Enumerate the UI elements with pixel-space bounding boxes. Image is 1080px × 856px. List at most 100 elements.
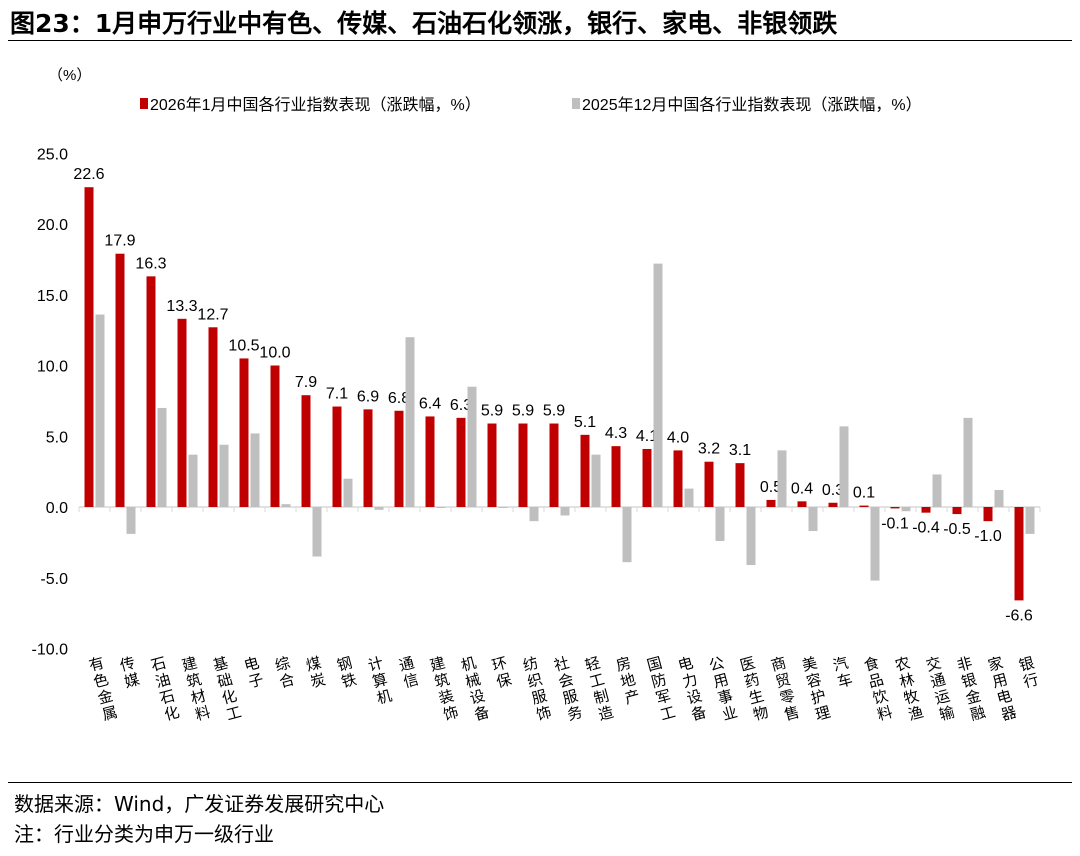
data-label: 5.9 (512, 403, 534, 420)
bar-dec-2025 (312, 507, 322, 557)
bar-jan-2026 (859, 505, 869, 507)
x-tick-label: 钢铁 (335, 655, 358, 692)
bar-dec-2025 (343, 478, 353, 507)
bar-dec-2025 (498, 507, 508, 508)
bar-dec-2025 (281, 504, 291, 507)
x-tick-label: 建筑材料 (180, 655, 212, 725)
bar-dec-2025 (1025, 507, 1035, 534)
figure-title: 图23：1月申万行业中有色、传媒、石油石化领涨，银行、家电、非银领跌 (10, 9, 838, 38)
bar-jan-2026 (921, 507, 931, 513)
bar-jan-2026 (270, 365, 280, 507)
bar-jan-2026 (673, 450, 683, 507)
data-label: 4.3 (605, 425, 627, 442)
x-tick-label: 石油石化 (149, 655, 181, 725)
footer-divider (8, 782, 1072, 783)
bar-dec-2025 (808, 507, 818, 532)
data-label: -0.5 (943, 521, 971, 538)
footnote: 注：行业分类为申万一级行业 (14, 822, 274, 846)
legend-label: 2026年1月中国各行业指数表现（涨跌幅，%） (150, 96, 481, 114)
x-tick-label: 轻工制造 (583, 655, 615, 725)
x-tick-label: 综合 (273, 655, 296, 692)
data-label: 10.5 (228, 337, 259, 354)
bar-jan-2026 (301, 395, 311, 507)
legend-label: 2025年12月中国各行业指数表现（涨跌幅，%） (582, 96, 922, 114)
bar-jan-2026 (549, 423, 559, 507)
bar-jan-2026 (394, 410, 404, 507)
data-label: 6.9 (357, 388, 379, 405)
bar-dec-2025 (436, 507, 446, 508)
bar-jan-2026 (177, 318, 187, 507)
x-tick-label: 公用事业 (707, 655, 739, 725)
bar-jan-2026 (611, 446, 621, 507)
bar-jan-2026 (487, 423, 497, 507)
bar-jan-2026 (1014, 507, 1024, 601)
bar-jan-2026 (704, 461, 714, 507)
y-tick-label: -5.0 (40, 571, 68, 588)
y-tick-label: 20.0 (37, 217, 68, 234)
bar-jan-2026 (952, 507, 962, 515)
bar-dec-2025 (715, 507, 725, 541)
bar-dec-2025 (777, 450, 787, 507)
bar-jan-2026 (208, 327, 218, 507)
x-tick-label: 通信 (397, 655, 420, 692)
bar-dec-2025 (157, 407, 167, 507)
data-label: 7.1 (326, 386, 348, 403)
data-label: 12.7 (197, 306, 228, 323)
x-tick-label: 建筑装饰 (428, 655, 460, 725)
data-label: 6.4 (419, 395, 441, 412)
bar-dec-2025 (839, 426, 849, 507)
data-label: 3.1 (729, 442, 751, 459)
bar-jan-2026 (797, 501, 807, 507)
y-tick-label: 15.0 (37, 288, 68, 305)
data-label: 0.5 (760, 479, 782, 496)
title-divider (8, 40, 1072, 41)
data-label: 6.8 (388, 390, 410, 407)
x-tick-label: 计算机 (366, 655, 394, 708)
data-label: 10.0 (259, 345, 290, 362)
data-label: 17.9 (104, 233, 135, 250)
x-tick-label: 医药生物 (738, 655, 770, 725)
bar-jan-2026 (146, 276, 156, 507)
data-label: -1.0 (974, 528, 1002, 545)
x-tick-label: 房地产 (614, 655, 642, 708)
bar-jan-2026 (735, 463, 745, 507)
data-label: -0.4 (912, 520, 940, 537)
data-label: 13.3 (166, 298, 197, 315)
bar-dec-2025 (963, 417, 973, 507)
x-tick-label: 农林牧渔 (893, 655, 925, 725)
bar-jan-2026 (983, 507, 993, 522)
data-label: 16.3 (135, 255, 166, 272)
x-tick-label: 机械设备 (459, 655, 491, 725)
bar-dec-2025 (405, 337, 415, 507)
x-tick-label: 环保 (490, 655, 513, 692)
bar-dec-2025 (746, 507, 756, 566)
x-tick-label: 商贸零售 (769, 655, 801, 725)
bar-dec-2025 (591, 454, 601, 507)
bar-jan-2026 (766, 499, 776, 507)
bar-jan-2026 (642, 448, 652, 507)
data-label: 7.9 (295, 374, 317, 391)
bar-jan-2026 (518, 423, 528, 507)
y-tick-label: 25.0 (37, 146, 68, 163)
x-tick-label: 纺织服饰 (521, 655, 553, 725)
x-tick-label: 交通运输 (924, 654, 956, 725)
legend-swatch (572, 98, 580, 109)
x-tick-label: 电子 (242, 655, 265, 692)
x-tick-label: 食品饮料 (862, 655, 894, 725)
bar-jan-2026 (363, 409, 373, 507)
y-tick-label: 0.0 (46, 500, 68, 517)
bar-dec-2025 (901, 507, 911, 512)
data-label: 0.1 (853, 485, 875, 502)
bar-dec-2025 (219, 444, 229, 507)
bar-jan-2026 (332, 406, 342, 507)
y-tick-label: 5.0 (46, 429, 68, 446)
bar-chart: （%） -10.0 -5.0 0.0 5.0 10.0 15.0 20.0 25.0 2026年1… (32, 67, 1041, 725)
data-label: -6.6 (1005, 607, 1033, 624)
bar-dec-2025 (684, 488, 694, 507)
data-label: 5.1 (574, 414, 596, 431)
x-tick-label: 社会服务 (552, 655, 584, 725)
bar-dec-2025 (653, 263, 663, 507)
data-label: 3.2 (698, 441, 720, 458)
bar-dec-2025 (95, 314, 105, 507)
